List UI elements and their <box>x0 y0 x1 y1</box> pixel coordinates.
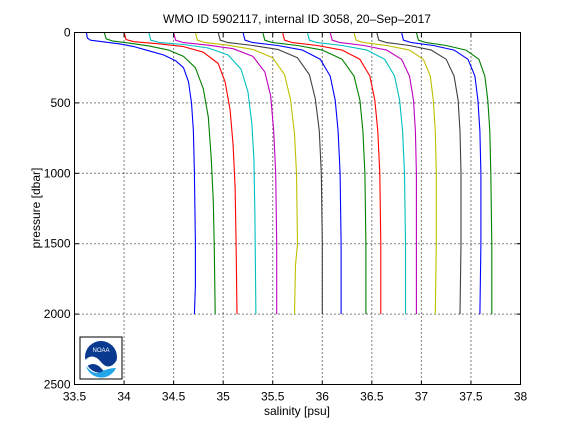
x-tick-label: 36.5 <box>360 390 384 404</box>
x-tick-label: 38 <box>514 390 528 404</box>
plot-frame <box>74 32 521 385</box>
y-axis-label: pressure [dbar] <box>29 168 43 249</box>
profile-line-15 <box>401 32 482 315</box>
logo-disc <box>85 341 117 373</box>
x-tick-label: 36 <box>316 390 330 404</box>
y-tick-label: 2500 <box>44 378 71 392</box>
logo-sea-icon <box>86 366 116 378</box>
y-tick-label: 1500 <box>44 237 71 251</box>
profile-line-2 <box>103 32 216 315</box>
x-tick-label: 33.5 <box>63 390 87 404</box>
y-tick-label: 500 <box>50 96 70 110</box>
profile-line-1 <box>85 32 196 315</box>
profile-line-12 <box>329 32 417 315</box>
x-tick-label: 34.5 <box>162 390 186 404</box>
logo-wave-icon <box>85 356 117 373</box>
y-tick-label: 0 <box>64 26 71 40</box>
noaa-logo: NOAA <box>79 336 123 380</box>
profile-line-5 <box>173 32 278 315</box>
series-layer <box>85 32 493 315</box>
profile-line-11 <box>306 32 407 315</box>
profile-line-16 <box>415 32 493 315</box>
profile-line-10 <box>282 32 382 315</box>
profile-line-3 <box>123 32 238 315</box>
chart-title: WMO ID 5902117, internal ID 3058, 20–Sep… <box>163 12 431 26</box>
profile-line-4 <box>148 32 257 315</box>
profile-line-13 <box>353 32 437 315</box>
tick-layer: 33.5 34 34.5 35 35.5 36 36.5 37 37.5 38 0 500 1000 15… <box>44 26 528 404</box>
y-tick-label: 1000 <box>44 166 71 180</box>
profile-line-8 <box>242 32 342 315</box>
profile-line-6 <box>194 32 299 315</box>
y-tick-label: 2000 <box>44 307 71 321</box>
logo-text: NOAA <box>92 348 109 354</box>
x-tick-label: 37 <box>415 390 429 404</box>
profile-line-7 <box>217 32 323 315</box>
x-tick-label: 34 <box>117 390 131 404</box>
profile-line-14 <box>376 32 462 315</box>
x-tick-label: 35 <box>216 390 230 404</box>
x-tick-label: 37.5 <box>459 390 483 404</box>
profile-line-9 <box>262 32 367 315</box>
x-axis-label: salinity [psu] <box>264 404 330 418</box>
x-tick-label: 35.5 <box>261 390 285 404</box>
